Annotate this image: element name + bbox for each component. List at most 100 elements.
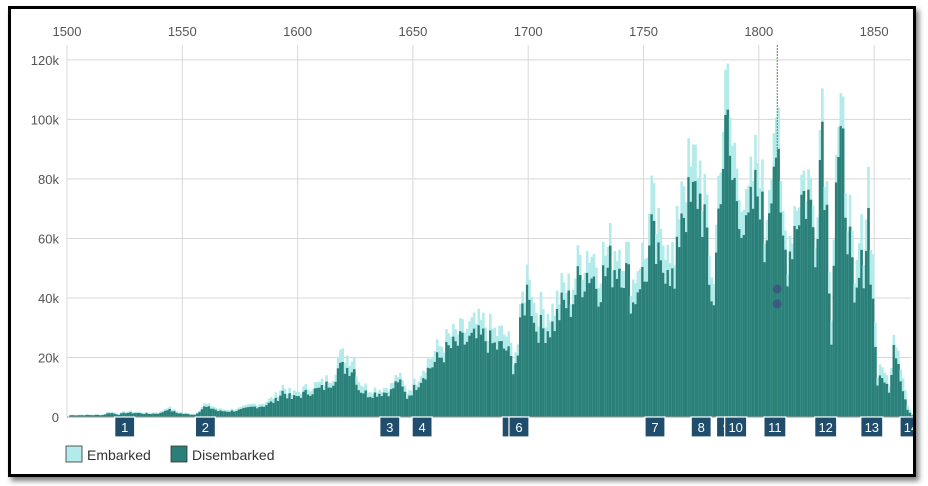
disembarked-bar [177,413,181,417]
legend: Embarked Disembarked [65,445,274,463]
disembarked-bar [299,397,303,417]
disembarked-bar [207,406,211,417]
disembarked-bar [857,277,861,417]
disembarked-bar [629,313,633,417]
disembarked-bar [712,305,716,417]
disembarked-bar [871,298,875,417]
disembarked-bar [108,413,112,417]
period-marker-box [814,416,838,438]
disembarked-bar [175,412,178,417]
disembarked-bar [666,270,670,417]
disembarked-bar [239,409,243,417]
period-marker-14: 14 [899,416,913,438]
disembarked-bar [246,407,250,417]
disembarked-bar [601,265,605,417]
disembarked-bar [389,389,393,417]
x-tick-label: 1500 [53,24,82,39]
disembarked-bar [525,284,529,417]
disembarked-bar [371,397,374,417]
disembarked-bar [696,208,700,417]
disembarked-bar [316,387,319,417]
slave-trade-chart: 1500 1550 1600 1650 1700 1750 1800 1850 0 20k 40k 6… [31,24,913,463]
disembarked-bar [572,304,575,417]
disembarked-bar [595,288,598,417]
disembarked-bar [168,408,172,417]
disembarked-bar [85,414,89,417]
disembarked-bar [189,414,192,417]
disembarked-bar [145,413,149,417]
disembarked-bar [470,332,474,417]
disembarked-bar [101,415,105,417]
disembarked-bar [742,234,746,417]
disembarked-bar [233,411,236,417]
disembarked-bar [834,182,838,417]
disembarked-bar [698,193,702,417]
disembarked-bar [454,341,458,417]
period-marker-13: 13 [860,416,884,438]
disembarked-bar [645,281,649,417]
disembarked-bar [329,387,333,417]
period-marker-label: 12 [818,420,832,435]
disembarked-bar [147,413,151,417]
disembarked-bar [295,396,298,417]
disembarked-bar [807,189,810,417]
disembarked-bar [911,415,913,417]
disembarked-bar [555,308,559,417]
disembarked-bar [115,414,119,417]
disembarked-bar [841,128,845,417]
disembarked-bar [793,225,796,417]
disembarked-bar [611,287,614,417]
disembarked-bar [186,414,190,417]
disembarked-bar [472,328,476,417]
disembarked-bar [433,361,437,417]
disembarked-bar [442,362,446,417]
disembarked-bar [798,225,801,417]
disembarked-bar [281,390,285,417]
disembarked-bar [219,410,222,417]
disembarked-bar [90,415,93,417]
disembarked-bar [399,379,402,417]
disembarked-bar [862,288,866,417]
disembarked-bar [251,406,255,417]
legend-label-embarked: Embarked [87,447,151,463]
disembarked-bar [209,408,213,417]
legend-label-disembarked: Disembarked [192,447,274,463]
period-marker-label: 13 [865,420,879,435]
legend-swatch-embarked [65,445,83,463]
disembarked-bar [459,331,462,417]
disembarked-bar [604,276,607,417]
disembarked-bar [311,394,315,417]
disembarked-bar [138,412,142,417]
disembarked-bar [560,292,564,417]
period-marker-box [724,416,748,438]
period-marker-label: 1 [121,420,128,435]
disembarked-bar [652,220,656,417]
disembarked-bar [163,410,167,417]
disembarked-bar [456,345,460,417]
disembarked-bar [126,412,130,417]
disembarked-bar [894,358,898,417]
disembarked-bar [906,409,909,417]
disembarked-bar [585,272,589,417]
disembarked-bar [150,414,153,417]
disembarked-bar [728,155,732,417]
disembarked-bar [717,208,720,417]
disembarked-bar [396,382,400,417]
disembarked-bar [193,414,197,417]
legend-swatch-disembarked [170,445,188,463]
period-marker-2: 2 [194,416,216,438]
disembarked-bar [661,272,665,417]
disembarked-bar [401,386,404,417]
disembarked-bar [449,348,453,417]
y-tick-label: 120k [31,53,60,68]
disembarked-bar [770,203,773,417]
disembarked-bar [899,381,903,417]
disembarked-bar [657,242,660,417]
disembarked-bar [212,408,215,417]
disembarked-bar [306,394,310,417]
disembarked-bar [615,278,619,417]
disembarked-bar [558,320,561,417]
disembarked-bar [283,393,287,417]
disembarked-bar [694,181,697,417]
disembarked-bar [364,390,368,417]
